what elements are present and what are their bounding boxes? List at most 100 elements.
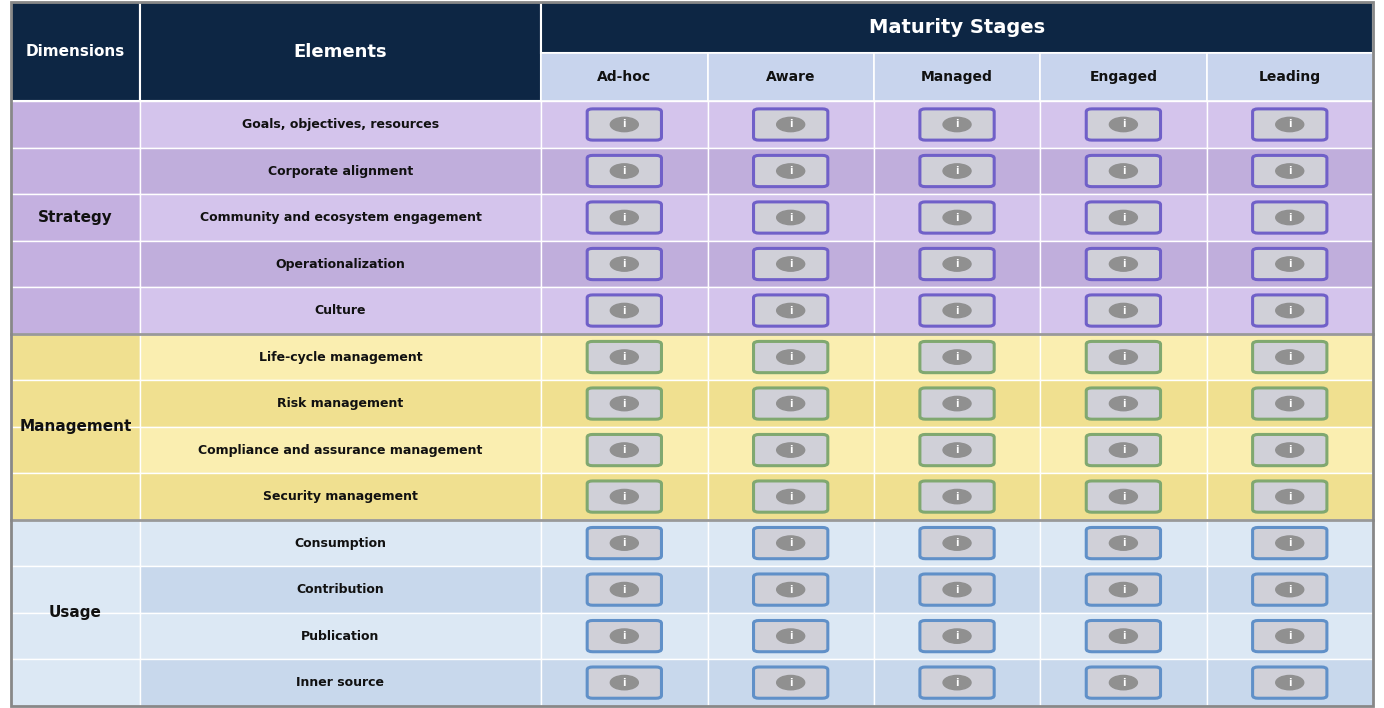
Bar xyxy=(541,659,707,706)
Circle shape xyxy=(1110,396,1138,411)
Bar xyxy=(1041,520,1207,566)
FancyBboxPatch shape xyxy=(753,667,828,698)
Text: i: i xyxy=(955,399,959,409)
Circle shape xyxy=(776,489,804,504)
FancyBboxPatch shape xyxy=(1253,435,1327,466)
Bar xyxy=(1041,613,1207,659)
Bar xyxy=(140,520,541,566)
Text: i: i xyxy=(955,678,959,687)
FancyBboxPatch shape xyxy=(587,341,662,372)
Text: i: i xyxy=(623,631,626,641)
Circle shape xyxy=(943,583,972,597)
Bar xyxy=(1041,241,1207,287)
Circle shape xyxy=(943,396,972,411)
FancyBboxPatch shape xyxy=(753,435,828,466)
Circle shape xyxy=(1276,443,1304,457)
Text: i: i xyxy=(1121,399,1125,409)
FancyBboxPatch shape xyxy=(1253,341,1327,372)
Circle shape xyxy=(776,629,804,644)
Text: Dimensions: Dimensions xyxy=(26,44,125,59)
Text: i: i xyxy=(623,166,626,176)
Bar xyxy=(873,474,1041,520)
Bar xyxy=(873,380,1041,427)
Text: i: i xyxy=(789,306,793,316)
FancyBboxPatch shape xyxy=(1086,249,1161,280)
Text: i: i xyxy=(1289,585,1291,595)
Text: i: i xyxy=(623,538,626,548)
Circle shape xyxy=(776,164,804,178)
FancyBboxPatch shape xyxy=(920,295,994,326)
Bar xyxy=(1207,380,1373,427)
FancyBboxPatch shape xyxy=(753,109,828,140)
Bar xyxy=(11,659,140,706)
FancyBboxPatch shape xyxy=(1086,109,1161,140)
Text: i: i xyxy=(789,585,793,595)
Bar xyxy=(1041,427,1207,474)
Circle shape xyxy=(1276,257,1304,271)
Bar xyxy=(1207,427,1373,474)
FancyBboxPatch shape xyxy=(920,667,994,698)
Bar xyxy=(1041,194,1207,241)
Bar xyxy=(140,566,541,613)
Text: i: i xyxy=(1289,120,1291,130)
Bar xyxy=(1207,194,1373,241)
Text: Goals, objectives, resources: Goals, objectives, resources xyxy=(242,118,439,131)
FancyBboxPatch shape xyxy=(920,249,994,280)
Bar xyxy=(1041,53,1207,101)
Bar xyxy=(1207,53,1373,101)
Text: Usage: Usage xyxy=(48,605,102,620)
FancyBboxPatch shape xyxy=(1086,574,1161,605)
Text: i: i xyxy=(1121,259,1125,269)
Text: i: i xyxy=(623,585,626,595)
Bar xyxy=(707,380,873,427)
Bar xyxy=(541,566,707,613)
Bar xyxy=(873,241,1041,287)
Bar xyxy=(1207,474,1373,520)
Bar xyxy=(541,474,707,520)
Circle shape xyxy=(1276,350,1304,364)
Bar xyxy=(1041,659,1207,706)
Circle shape xyxy=(610,629,638,644)
Text: Community and ecosystem engagement: Community and ecosystem engagement xyxy=(199,211,482,224)
Bar xyxy=(140,194,541,241)
Circle shape xyxy=(610,489,638,504)
FancyBboxPatch shape xyxy=(1086,667,1161,698)
Text: i: i xyxy=(955,120,959,130)
Circle shape xyxy=(1110,443,1138,457)
Text: i: i xyxy=(1121,306,1125,316)
Text: i: i xyxy=(955,259,959,269)
FancyBboxPatch shape xyxy=(753,481,828,512)
Circle shape xyxy=(1276,210,1304,224)
Text: Security management: Security management xyxy=(263,490,418,503)
Text: i: i xyxy=(1121,491,1125,501)
Bar xyxy=(873,659,1041,706)
Text: i: i xyxy=(789,120,793,130)
FancyBboxPatch shape xyxy=(587,388,662,419)
Bar xyxy=(11,566,140,613)
Circle shape xyxy=(610,536,638,550)
FancyBboxPatch shape xyxy=(1086,527,1161,559)
Bar xyxy=(11,427,140,474)
Circle shape xyxy=(1110,583,1138,597)
Bar xyxy=(873,287,1041,333)
Text: i: i xyxy=(623,491,626,501)
Bar xyxy=(541,287,707,333)
Bar xyxy=(1207,148,1373,194)
FancyBboxPatch shape xyxy=(920,155,994,187)
Text: Inner source: Inner source xyxy=(296,676,385,689)
FancyBboxPatch shape xyxy=(1086,341,1161,372)
Bar xyxy=(541,194,707,241)
Text: i: i xyxy=(955,212,959,222)
Bar xyxy=(1041,566,1207,613)
Text: i: i xyxy=(789,445,793,455)
Bar xyxy=(140,101,541,148)
FancyBboxPatch shape xyxy=(753,249,828,280)
Bar xyxy=(1041,287,1207,333)
Text: Management: Management xyxy=(19,419,131,434)
FancyBboxPatch shape xyxy=(1253,481,1327,512)
Bar xyxy=(707,101,873,148)
Text: i: i xyxy=(623,120,626,130)
Circle shape xyxy=(1276,583,1304,597)
Bar xyxy=(11,148,140,194)
FancyBboxPatch shape xyxy=(920,388,994,419)
